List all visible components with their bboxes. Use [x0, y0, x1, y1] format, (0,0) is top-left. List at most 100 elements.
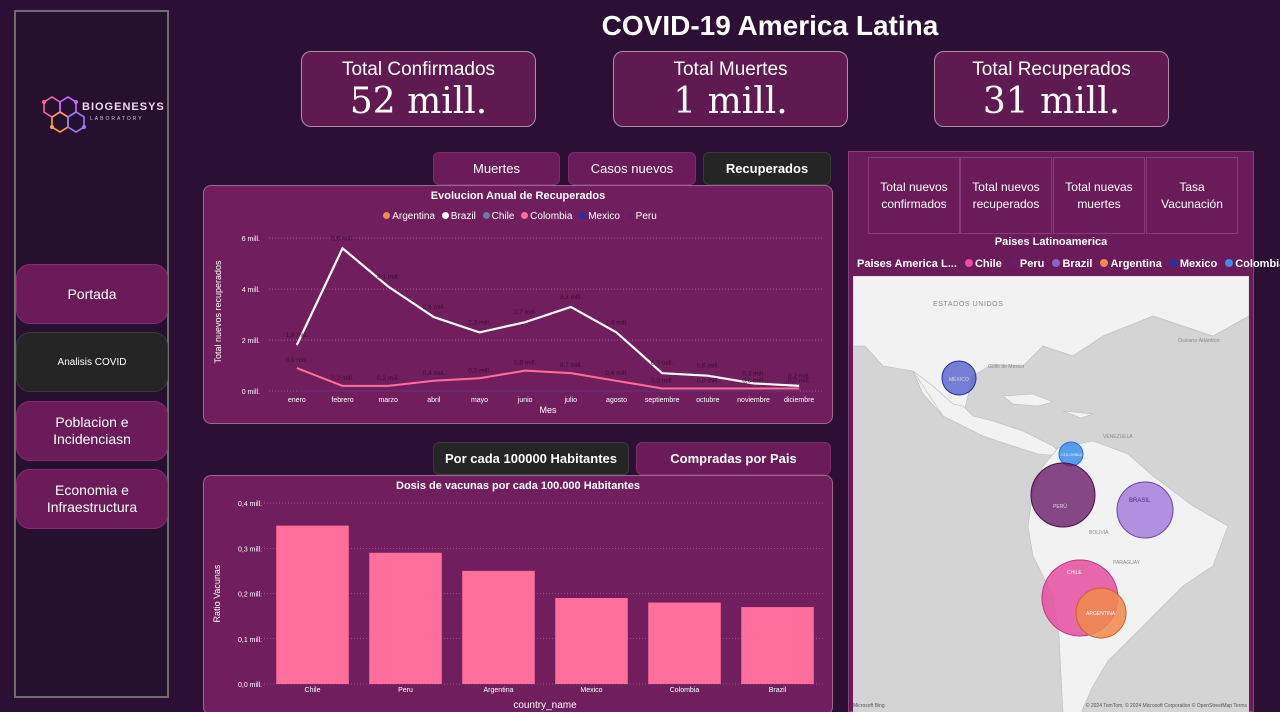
legend-item[interactable]: Brazil [1062, 258, 1093, 270]
tab-label: Casos nuevos [590, 161, 674, 176]
kpi-card-recuperados: Total Recuperados 31 mill. [934, 51, 1169, 127]
bar-x-tick: Brazil [769, 687, 787, 694]
map-tab-recuperados[interactable]: Total nuevos recuperados [960, 157, 1052, 234]
bar-x-tick: Peru [398, 687, 413, 694]
bar-x-label: country_name [513, 700, 577, 711]
bar-y-tick: 0,2 mill. [238, 592, 262, 599]
line-x-tick: junio [517, 397, 533, 404]
legend-item[interactable]: Colombia [1235, 258, 1280, 270]
legend-item[interactable]: Peru [635, 211, 657, 222]
bubble-peru [1030, 462, 1096, 528]
map-tab-muertes[interactable]: Total nuevas muertes [1053, 157, 1145, 234]
map-label-atlantico: Océano Atlántico [1178, 338, 1220, 344]
line-data-label: 4,1 mill. [377, 274, 400, 281]
kpi-label: Total Recuperados [972, 59, 1131, 80]
map-label-bolivia: BOLIVIA [1089, 530, 1109, 536]
tab-casos-nuevos[interactable]: Casos nuevos [568, 152, 696, 185]
nav-label: Poblacion e Incidenciasn [53, 414, 131, 447]
legend-dot [626, 212, 634, 219]
line-data-label: 0,4 mill. [423, 370, 446, 377]
tab-recuperados[interactable]: Recuperados [703, 152, 831, 185]
legend-dot [383, 212, 391, 219]
legend-dot [1100, 259, 1109, 267]
bar-y-label: Ratio Vacunas [212, 564, 222, 622]
legend-item[interactable]: Argentina [1110, 258, 1162, 270]
line-x-label: Mes [539, 405, 557, 415]
line-x-tick: diciembre [784, 397, 814, 404]
bar-chart[interactable]: 0,0 mill. 0,1 mill. 0,2 mill. 0,3 mill. 0,4 … [204, 476, 834, 712]
line-data-label: 0,2 mill. [788, 373, 811, 380]
line-data-label: 0,7 mill. [560, 362, 583, 369]
line-x-tick: enero [288, 397, 306, 404]
map-section: Total nuevos confirmados Total nuevos re… [848, 151, 1280, 712]
bar-y-tick: 0,0 mill. [238, 682, 262, 689]
bar-brazil [741, 607, 814, 684]
map-footer-bing: Microsoft Bing [853, 703, 885, 709]
tab-compradas-por-pais[interactable]: Compradas por Pais [636, 442, 831, 475]
legend-dot [521, 212, 529, 219]
line-data-label: 0,2 mill. [331, 375, 354, 382]
legend-dot [1169, 259, 1178, 267]
bar-chile [276, 525, 349, 684]
tab-label: Tasa Vacunación [1161, 179, 1223, 211]
line-y-tick: 0 mill. [242, 389, 260, 396]
bar-mexico [555, 598, 628, 684]
map-tab-confirmados[interactable]: Total nuevos confirmados [868, 157, 960, 234]
kpi-label: Total Confirmados [341, 59, 496, 80]
map-canvas[interactable]: ESTADOS UNIDOS Golfo de México Océano At… [853, 276, 1249, 712]
logo-molecule-icon [42, 96, 86, 133]
map-footer-attribution[interactable]: © 2024 TomTom, © 2024 Microsoft Corporat… [1085, 703, 1247, 709]
bubble-argentina [1075, 587, 1127, 639]
line-data-label: 5,6 mill. [331, 235, 354, 242]
legend-dot [482, 212, 490, 219]
bar-x-tick: Mexico [580, 687, 602, 694]
kpi-label: Total Muertes [673, 59, 788, 80]
legend-item[interactable]: Chile [974, 258, 1002, 270]
bar-chart-title: Dosis de vacunas por cada 100.000 Habita… [396, 480, 640, 492]
nav-label: Analisis COVID [57, 356, 127, 368]
legend-item[interactable]: Mexico [1179, 258, 1218, 270]
bar-x-tick: Colombia [670, 687, 700, 694]
line-x-tick: marzo [378, 397, 398, 404]
tab-label: Total nuevos confirmados [880, 179, 948, 211]
legend-dot [964, 259, 973, 267]
nav-poblacion[interactable]: Poblacion e Incidenciasn [16, 401, 168, 461]
kpi-value: 31 mill. [982, 81, 1121, 122]
line-y-tick: 6 mill. [242, 236, 260, 243]
line-x-tick: mayo [471, 397, 488, 404]
tab-muertes[interactable]: Muertes [433, 152, 560, 185]
nav-economia[interactable]: Economia e Infraestructura [16, 469, 168, 529]
bar-chart-panel: Dosis de vacunas por cada 100.000 Habita… [203, 475, 833, 712]
nav-label: Portada [67, 285, 117, 302]
map-legend-title: Paises America L... [857, 258, 957, 270]
north-america-land [853, 276, 1249, 417]
map-label-usa: ESTADOS UNIDOS [933, 301, 1004, 308]
bar-colombia [648, 602, 721, 684]
map-tab-vacunacion[interactable]: Tasa Vacunación [1146, 157, 1238, 234]
kpi-value: 1 mill. [673, 81, 788, 122]
line-y-label: Total nuevos recuperados [213, 260, 223, 364]
map-label-argentina: ARGENTINA [1086, 611, 1116, 617]
bar-x-tick: Chile [305, 687, 321, 694]
central-america-land [912, 370, 1064, 457]
sidebar: BIOGENESYS LABORATORY Portada Analisis C… [14, 10, 169, 698]
nav-analisis-covid[interactable]: Analisis COVID [16, 332, 168, 392]
nav-portada[interactable]: Portada [16, 264, 168, 324]
legend-item[interactable]: Argentina [392, 211, 436, 222]
caribbean-islands [1002, 393, 1094, 419]
line-data-label: 0,0 mill. [742, 377, 765, 384]
line-x-tick: agosto [606, 397, 627, 404]
legend-item[interactable]: Colombia [530, 211, 573, 222]
line-data-label: 3,3 mill. [560, 294, 583, 301]
map-label-mexico: MÉXICO [949, 376, 969, 383]
legend-item[interactable]: Peru [1019, 258, 1045, 270]
nav-label: Economia e Infraestructura [46, 482, 138, 515]
logo-subtitle: LABORATORY [90, 116, 144, 122]
tab-por-habitantes[interactable]: Por cada 100000 Habitantes [433, 442, 629, 475]
legend-item[interactable]: Chile [491, 211, 515, 222]
legend-item[interactable]: Brazil [450, 211, 476, 222]
bar-y-tick: 0,4 mill. [238, 501, 262, 508]
map-label-brasil: BRASIL [1129, 498, 1151, 504]
legend-item[interactable]: Mexico [588, 211, 620, 222]
line-chart[interactable]: 0 mill. 2 mill. 4 mill. 6 mill. enero febrero… [204, 186, 834, 425]
